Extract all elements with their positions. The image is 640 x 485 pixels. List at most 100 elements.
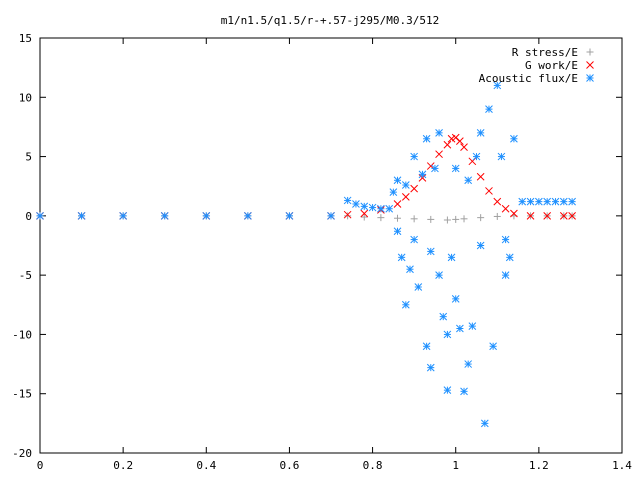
data-point [385,204,394,213]
data-point [460,215,468,223]
data-point [551,197,560,206]
data-point [393,227,402,236]
data-point [426,247,435,256]
legend-marker [586,61,594,69]
data-point [568,212,576,220]
y-tick-label: -20 [12,447,32,460]
data-point [497,152,506,161]
x-tick-label: 1.4 [612,459,632,472]
y-tick-label: 10 [19,91,32,104]
data-point [160,212,169,220]
data-point [535,197,543,206]
data-point [543,212,552,220]
x-tick-label: 0.6 [279,459,299,472]
data-point [410,235,418,244]
data-point [368,203,377,212]
legend-label: Acoustic flux/E [479,72,578,85]
data-point [397,253,406,262]
data-point [476,241,485,250]
data-point [480,419,489,428]
data-point [443,216,451,224]
data-point [343,210,352,219]
data-point [77,212,86,220]
data-point [418,174,427,182]
data-point [406,265,414,274]
x-tick-label: 1.2 [529,459,549,472]
data-point [202,212,211,220]
data-point [501,204,510,213]
data-point [360,213,368,221]
data-point [559,212,568,220]
data-point [422,134,431,143]
data-point [401,300,410,309]
data-point [489,342,497,351]
data-point [426,363,435,372]
data-point [464,176,473,185]
data-point [447,253,456,262]
series-3 [36,81,576,428]
data-point [327,212,335,220]
data-point [393,176,402,185]
x-tick-label: 0.4 [196,459,216,472]
series-2 [36,133,576,220]
data-point [119,212,127,220]
y-tick-label: -5 [19,269,32,282]
data-point [501,235,510,244]
data-point [377,204,385,213]
y-tick-label: -10 [12,328,32,341]
x-tick-label: 1 [452,459,459,472]
data-point [410,184,418,193]
data-point [451,164,460,173]
data-point [501,271,510,279]
chart-title: m1/n1.5/q1.5/r-+.57-j295/M0.3/512 [221,14,440,27]
data-point [393,200,402,208]
data-point [485,105,493,113]
data-point [435,129,443,137]
data-point [439,312,448,321]
series-1 [36,212,576,224]
data-point [443,386,452,395]
data-point [510,209,518,218]
y-tick-label: 0 [25,210,32,223]
data-point [410,215,418,223]
data-point [510,134,518,143]
data-point [352,200,360,208]
y-tick-label: 5 [25,151,32,164]
data-point [472,152,481,161]
data-point [568,197,576,206]
data-point [460,387,468,396]
data-point [401,193,410,201]
data-point [422,342,431,351]
legend-label: G work/E [525,59,578,72]
x-tick-label: 0.8 [363,459,383,472]
data-point [414,283,423,291]
data-point [389,188,398,196]
data-point [456,137,464,146]
axes: 0 0.2 0.4 0.6 0.8 1 1.2 1.4 15 10 5 0 -5 -10 -15 -20 [12,32,632,472]
data-point [477,214,485,222]
data-point [343,196,352,205]
data-point [468,322,477,330]
data-point [456,324,464,333]
data-point [285,212,294,220]
data-point [526,212,535,220]
data-point [410,152,418,161]
plot-frame [39,37,623,454]
data-point [505,253,514,262]
data-point [360,209,369,218]
data-point [464,360,473,368]
data-point [476,129,485,137]
x-tick-label: 0.2 [113,459,133,472]
data-point [543,197,552,206]
data-point [427,215,435,223]
data-point [443,330,452,339]
legend-marker [586,48,594,56]
y-tick-label: -15 [12,388,32,401]
data-point [485,187,493,195]
data-point [493,81,502,90]
legend-marker [586,74,594,82]
data-point [452,215,460,223]
